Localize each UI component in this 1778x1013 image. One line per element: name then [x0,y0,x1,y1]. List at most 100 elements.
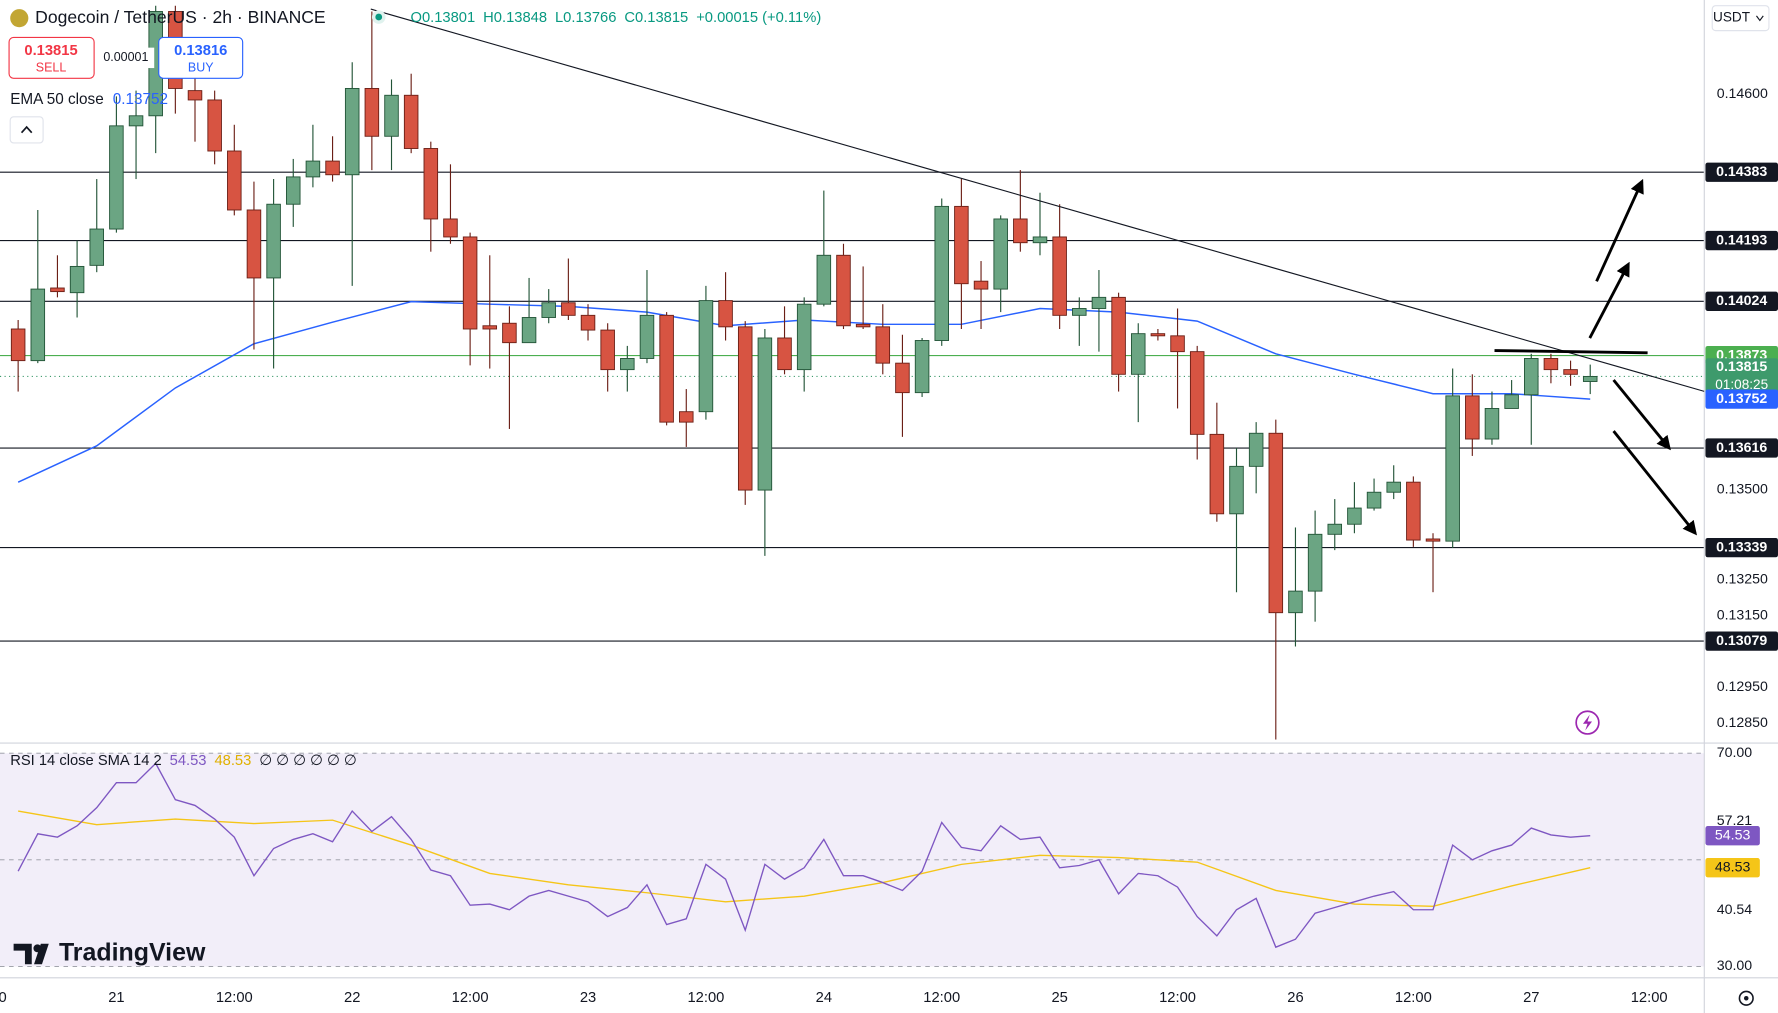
candle-body [836,254,851,327]
rsi-tick-label: 40.54 [1717,902,1753,918]
ema-price-box [1705,389,1778,409]
ohlc-value: O0.13801 [410,10,475,26]
y-tick-label: 0.13250 [1717,571,1768,587]
candle-body [1386,481,1401,493]
candle-body [541,302,556,318]
level-label: 0.13339 [1716,539,1767,555]
candle-body [1268,432,1284,614]
x-tick-label: 12:00 [216,990,253,1006]
candle-body [1563,369,1578,375]
candle-body [796,303,812,371]
candle-body [462,236,478,330]
x-tick-label: 22 [344,990,360,1006]
candle-body [10,328,26,362]
candle-body [1150,333,1166,337]
rsi-value-box [1705,826,1760,846]
drawings [370,8,1705,735]
brand-name: TradingView [59,939,206,967]
x-tick-label: 12:00 [923,990,960,1006]
candle-body [875,326,891,364]
candle-body [934,205,949,341]
market-status-dot [375,13,383,21]
candle-body [1248,432,1264,467]
candle-body [580,314,596,331]
candle-body [914,340,930,394]
buy-label: BUY [188,60,214,74]
level-label: 0.13616 [1716,440,1767,456]
ohlc-value: C0.13815 [624,10,688,26]
level-label: 0.13079 [1716,633,1767,649]
candle-body [364,87,380,137]
coin-logo [10,9,29,28]
candle-body [1504,394,1519,409]
x-tick-label: 25 [1051,990,1067,1006]
candle-body [423,148,439,220]
candle-body [757,337,773,491]
y-tick-label: 0.13150 [1717,607,1768,623]
candle-body [1209,433,1225,515]
candle-body [816,254,832,305]
last-price-box [1705,358,1778,395]
candle-body [777,337,792,371]
settings-icon[interactable] [1738,990,1754,1006]
level-box [1705,631,1778,651]
candle-body [1189,351,1205,435]
last-price-countdown: 01:08:25 [1715,377,1768,392]
x-tick-label: 12:00 [1159,990,1196,1006]
sell-label: SELL [36,60,67,74]
ohlc-value: +0.00015 (+0.11%) [696,10,821,26]
buy-price: 0.13816 [174,43,227,59]
level-box [1705,291,1778,311]
y-tick-label: 0.13500 [1717,481,1768,497]
sell-button[interactable] [8,36,95,79]
candle-body [1445,395,1460,542]
candle-body [1091,296,1107,309]
candle-body [639,314,655,359]
level-label: 0.14383 [1716,164,1767,180]
buy-button[interactable] [158,36,244,79]
candle-body [895,362,910,394]
candle-body [1347,507,1362,525]
arrow [1612,430,1697,536]
candle-body [1543,358,1559,371]
rsi-sma-line [18,810,1591,908]
candle-body [659,314,674,423]
candle-body [1484,408,1500,440]
rsi-legend-sma: 48.53 [214,753,251,769]
candle-body [1032,236,1048,244]
alert-bolt [1582,714,1593,731]
x-tick-label: 27 [1523,990,1539,1006]
candle-body [109,125,124,230]
level-box [1705,162,1778,182]
candle-body [1327,523,1343,535]
x-tick-label: 00 [0,990,7,1006]
rsi-tick-label: 30.00 [1717,958,1753,974]
candle-body [50,287,65,293]
candle-body [187,90,203,101]
candle-body [285,176,301,205]
candle-body [600,329,615,371]
candle-body [227,150,242,211]
candle-body [384,94,399,137]
spread: 0.00001 [103,50,148,64]
collapse-button[interactable] [9,116,44,144]
ema-value: 0.13752 [113,91,168,108]
candle-body [954,205,969,285]
price-pane [0,5,1705,740]
x-tick-label: 12:00 [452,990,489,1006]
candle-body [698,300,714,413]
candle-body [718,300,733,328]
ohlc-value: L0.13766 [555,10,616,26]
candle-body [1366,491,1382,509]
arrow [1595,178,1644,282]
currency-button[interactable] [1711,5,1770,32]
level-label: 0.14193 [1716,232,1767,248]
candle-body [246,209,262,279]
candle-body [620,358,635,371]
candle-body [482,325,498,330]
rsi-value-label: 54.53 [1715,827,1751,843]
candle-body [1170,335,1185,353]
candle-body [443,218,458,238]
